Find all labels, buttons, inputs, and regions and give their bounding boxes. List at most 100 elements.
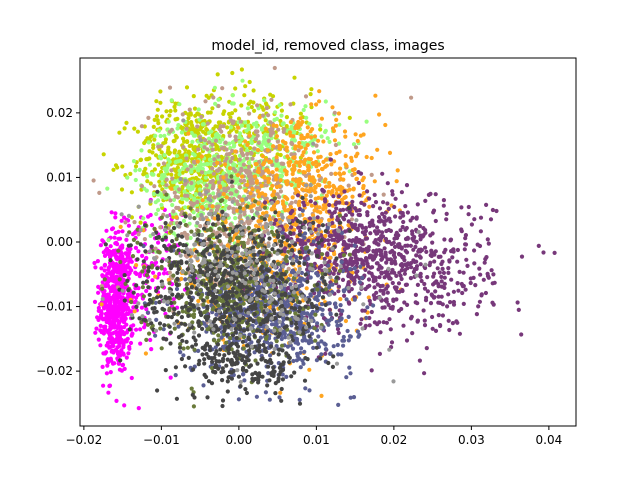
scatter-point <box>172 190 177 195</box>
scatter-point <box>166 119 171 124</box>
scatter-point <box>210 204 215 209</box>
scatter-point <box>436 294 441 299</box>
scatter-point <box>369 368 374 373</box>
scatter-point <box>364 315 369 321</box>
scatter-point <box>109 210 114 215</box>
scatter-point <box>272 322 277 327</box>
scatter-point <box>305 142 310 148</box>
scatter-point <box>236 397 241 402</box>
scatter-point <box>377 351 382 356</box>
scatter-point <box>207 252 212 257</box>
scatter-point <box>404 338 410 343</box>
scatter-point <box>289 124 294 129</box>
scatter-point <box>155 107 160 112</box>
scatter-point <box>113 163 119 168</box>
scatter-point <box>477 266 482 271</box>
scatter-point <box>290 195 295 200</box>
scatter-point <box>386 302 391 307</box>
scatter-point <box>140 253 145 258</box>
scatter-point <box>227 166 233 171</box>
scatter-point <box>338 176 343 182</box>
scatter-point <box>243 84 248 89</box>
scatter-point <box>195 124 200 129</box>
scatter-point <box>216 120 221 125</box>
scatter-point <box>243 123 248 128</box>
scatter-point <box>230 93 235 98</box>
scatter-point <box>203 170 208 176</box>
scatter-point <box>422 323 428 328</box>
scatter-point <box>98 323 103 328</box>
scatter-point <box>351 187 356 192</box>
scatter-point <box>388 327 393 332</box>
scatter-point <box>472 261 477 266</box>
scatter-point <box>115 333 120 338</box>
scatter-point <box>285 154 290 159</box>
scatter-point <box>369 172 374 177</box>
scatter-point <box>195 159 200 164</box>
scatter-point <box>247 111 252 116</box>
scatter-point <box>402 300 407 305</box>
scatter-point <box>317 245 322 250</box>
scatter-point <box>221 133 226 139</box>
scatter-point <box>377 215 382 220</box>
scatter-point <box>111 316 116 321</box>
scatter-point <box>110 272 115 277</box>
scatter-point <box>384 297 389 302</box>
scatter-point <box>140 269 145 274</box>
scatter-point <box>438 254 443 259</box>
scatter-point <box>104 246 110 251</box>
scatter-point <box>439 261 444 267</box>
scatter-point <box>305 134 310 139</box>
scatter-point <box>100 364 105 369</box>
scatter-point <box>363 267 368 272</box>
scatter-point <box>343 257 348 263</box>
scatter-point <box>159 150 164 155</box>
scatter-point <box>377 275 382 280</box>
scatter-point <box>264 168 269 173</box>
scatter-point <box>215 205 220 210</box>
scatter-point <box>341 343 346 348</box>
scatter-point <box>426 192 431 197</box>
scatter-point <box>350 238 356 243</box>
scatter-point <box>158 133 163 139</box>
scatter-point <box>352 297 357 302</box>
scatter-point <box>251 203 256 208</box>
scatter-point <box>448 300 453 305</box>
scatter-point <box>315 215 320 220</box>
scatter-point <box>488 217 494 222</box>
scatter-point <box>338 208 343 213</box>
scatter-point <box>191 94 196 99</box>
scatter-point <box>261 139 266 144</box>
scatter-point <box>216 103 221 109</box>
scatter-point <box>434 279 439 284</box>
scatter-point <box>357 280 362 285</box>
scatter-point <box>330 105 335 110</box>
scatter-point <box>169 98 174 103</box>
scatter-point <box>410 229 415 234</box>
scatter-point <box>339 259 344 265</box>
scatter-point <box>365 213 370 218</box>
scatter-point <box>401 219 406 225</box>
scatter-point <box>357 291 362 296</box>
scatter-point <box>228 159 233 164</box>
scatter-point <box>356 212 361 217</box>
scatter-point <box>115 256 120 261</box>
scatter-point <box>349 256 354 261</box>
scatter-point <box>260 154 266 159</box>
scatter-point <box>401 323 406 328</box>
scatter-point <box>185 167 190 172</box>
scatter-point <box>156 173 161 178</box>
scatter-point <box>308 92 313 97</box>
scatter-point <box>199 154 204 159</box>
scatter-point <box>183 277 188 282</box>
scatter-point <box>415 202 420 207</box>
scatter-point <box>218 140 223 145</box>
scatter-point <box>193 192 198 197</box>
scatter-point <box>104 314 109 319</box>
scatter-point <box>153 274 158 279</box>
scatter-point <box>106 238 111 243</box>
scatter-point <box>494 208 499 214</box>
scatter-point <box>189 120 194 125</box>
scatter-point <box>115 351 121 356</box>
scatter-point <box>233 108 238 113</box>
